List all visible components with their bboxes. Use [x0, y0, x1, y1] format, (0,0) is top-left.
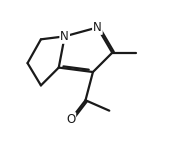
Text: N: N: [60, 30, 69, 43]
Text: O: O: [66, 113, 75, 126]
Text: N: N: [93, 21, 102, 34]
